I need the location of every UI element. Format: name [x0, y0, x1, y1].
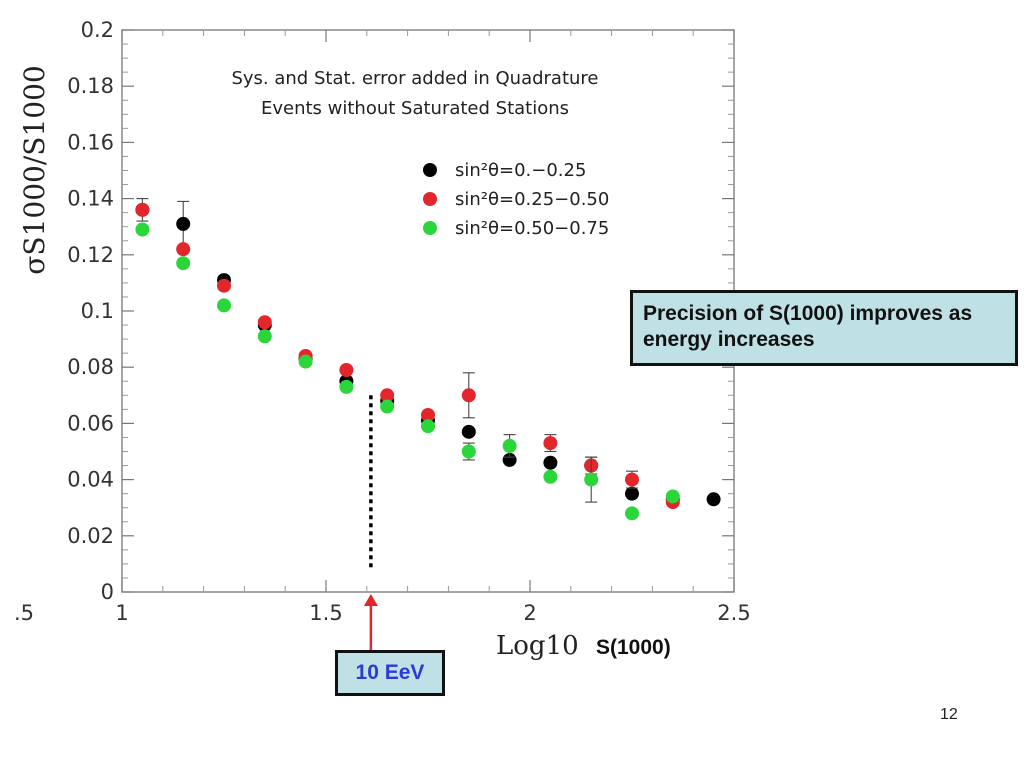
data-point-series-1 — [625, 486, 639, 501]
x-tick-label: 1.5 — [309, 601, 342, 625]
y-tick-label: 0.2 — [81, 18, 114, 42]
data-point-series-3 — [502, 438, 517, 453]
y-tick-label: 0.16 — [67, 130, 114, 154]
y-tick-label: 0.1 — [81, 299, 114, 323]
y-tick-label: 0.06 — [67, 411, 114, 435]
data-point-series-3 — [380, 399, 395, 414]
annotations — [363, 395, 378, 652]
legend-marker — [423, 163, 437, 177]
data-point-series-3 — [176, 256, 191, 271]
y-axis-label: σS1000/S1000 — [18, 65, 51, 274]
data-point-series-1 — [176, 216, 191, 231]
precision-callout: Precision of S(1000) improves as energy … — [630, 290, 1018, 366]
plot-title-line-1: Sys. and Stat. error added in Quadrature — [231, 68, 598, 89]
plot-title-line-2: Events without Saturated Stations — [261, 98, 569, 119]
data-point-series-2 — [257, 315, 272, 330]
data-point-series-2 — [543, 436, 558, 451]
x-tick-labels: .5 1 1.5 2 2.5 — [14, 601, 751, 625]
x-tick-label: .5 — [14, 601, 34, 625]
data-point-series-3 — [421, 419, 435, 434]
data-point-series-3 — [461, 444, 476, 459]
data-point-series-2 — [380, 388, 395, 403]
data-point-series-3 — [257, 329, 272, 344]
y-tick-label: 0.02 — [67, 524, 114, 548]
y-tick-label: 0.04 — [67, 468, 114, 492]
data-point-series-2 — [339, 363, 354, 378]
data-point-series-3 — [135, 222, 150, 237]
data-point-series-1 — [461, 424, 476, 439]
y-tick-label: 0.08 — [67, 355, 114, 379]
legend-marker — [423, 221, 437, 235]
data-point-series-2 — [421, 407, 435, 422]
energy-marker-label: 10 EeV — [335, 650, 445, 696]
y-tick-labels: 0 0.02 0.04 0.06 0.08 0.1 0.12 0.14 0.16 0.18 0.2 — [67, 18, 114, 604]
x-axis-label: Log10 — [496, 631, 579, 661]
y-tick-label: 0.14 — [67, 187, 114, 211]
data-point-series-2 — [461, 388, 476, 403]
data-points — [135, 198, 721, 521]
data-point-series-3 — [298, 354, 313, 369]
data-point-series-3 — [625, 506, 639, 521]
x-tick-label: 1 — [115, 601, 128, 625]
data-point-series-1 — [502, 452, 517, 467]
y-tick-label: 0 — [101, 580, 114, 604]
data-point-series-3 — [665, 489, 680, 504]
legend: sin²θ=0.−0.25 sin²θ=0.25−0.50 sin²θ=0.50−0… — [423, 160, 609, 239]
x-tick-label: 2 — [523, 601, 536, 625]
data-point-series-3 — [217, 298, 231, 313]
data-point-series-1 — [706, 492, 721, 507]
y-tick-label: 0.12 — [67, 243, 114, 267]
slide-number: 12 — [940, 706, 958, 723]
energy-marker-arrowhead — [363, 594, 378, 606]
x-tick-label: 2.5 — [717, 601, 750, 625]
data-point-series-3 — [584, 472, 599, 487]
y-tick-label: 0.18 — [67, 74, 114, 98]
data-point-series-2 — [625, 472, 639, 487]
data-point-series-1 — [543, 455, 558, 470]
svg-text:σS1000/S1000: σS1000/S1000 — [18, 65, 51, 274]
legend-marker — [423, 192, 437, 206]
data-point-series-3 — [339, 379, 354, 394]
x-axis-unit: S(1000) — [596, 636, 671, 659]
data-point-series-2 — [217, 278, 231, 293]
data-point-series-2 — [135, 202, 150, 217]
legend-entry: sin²θ=0.25−0.50 — [455, 189, 609, 210]
legend-entry: sin²θ=0.−0.25 — [455, 160, 586, 181]
legend-entry: sin²θ=0.50−0.75 — [455, 218, 609, 239]
data-point-series-3 — [543, 469, 558, 484]
data-point-series-2 — [176, 242, 191, 257]
